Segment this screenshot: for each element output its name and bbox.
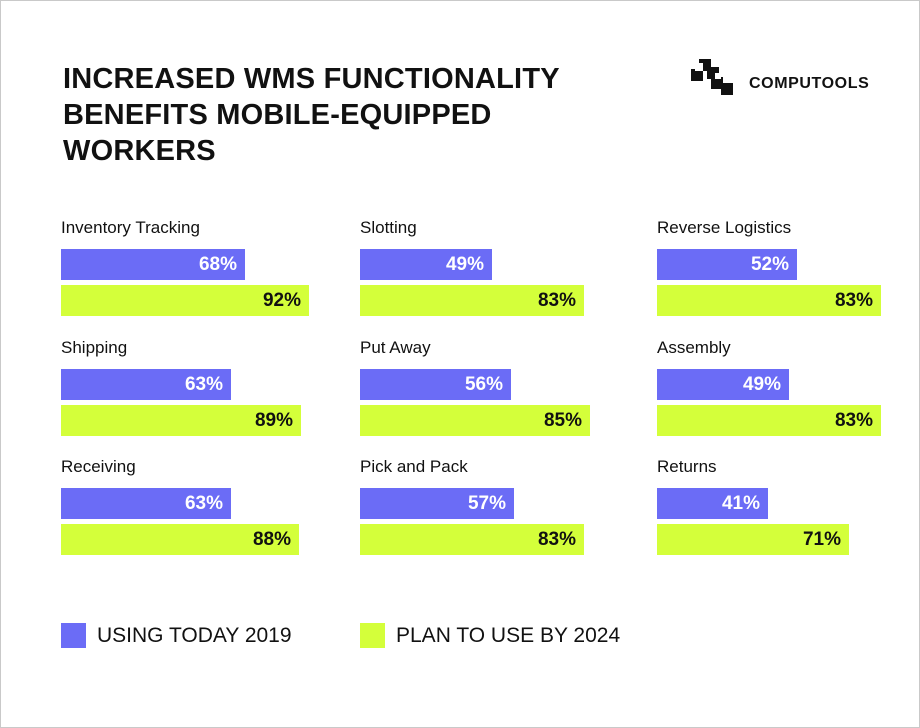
- bar-plan-shipping: 89%: [61, 405, 301, 436]
- bar-plan-receiving: 88%: [61, 524, 299, 555]
- bar-today-inventory-tracking: 68%: [61, 249, 245, 280]
- category-label: Slotting: [360, 218, 417, 237]
- legend-label-today: USING TODAY 2019: [97, 623, 292, 647]
- bar-plan-inventory-tracking: 92%: [61, 285, 309, 316]
- bar-plan-put-away: 85%: [360, 405, 590, 436]
- bar-today-returns: 41%: [657, 488, 768, 519]
- category-label: Shipping: [61, 338, 128, 357]
- category-label: Reverse Logistics: [657, 218, 792, 237]
- category-label: Put Away: [360, 338, 431, 357]
- bar-today-pick-and-pack: 57%: [360, 488, 514, 519]
- bar-today-shipping: 63%: [61, 369, 231, 400]
- bar-plan-returns: 71%: [657, 524, 849, 555]
- legend-swatch-plan: [360, 623, 385, 648]
- bar-plan-slotting: 83%: [360, 285, 584, 316]
- bar-plan-pick-and-pack: 83%: [360, 524, 584, 555]
- computools-logo-icon: [691, 59, 733, 95]
- bar-today-put-away: 56%: [360, 369, 511, 400]
- bar-today-slotting: 49%: [360, 249, 492, 280]
- bar-today-reverse-logistics: 52%: [657, 249, 797, 280]
- legend-item-today: USING TODAY 2019: [61, 623, 292, 648]
- category-label: Receiving: [61, 457, 136, 476]
- bar-plan-assembly: 83%: [657, 405, 881, 436]
- legend-swatch-today: [61, 623, 86, 648]
- brand-logo: COMPUTOOLS: [691, 59, 869, 95]
- category-label: Assembly: [657, 338, 731, 357]
- category-label: Inventory Tracking: [61, 218, 200, 237]
- category-label: Pick and Pack: [360, 457, 468, 476]
- chart-title: INCREASED WMS FUNCTIONALITY BENEFITS MOB…: [63, 63, 560, 167]
- legend-label-plan: PLAN TO USE BY 2024: [396, 623, 621, 647]
- brand-name: COMPUTOOLS: [749, 75, 870, 92]
- bar-plan-reverse-logistics: 83%: [657, 285, 881, 316]
- category-label: Returns: [657, 457, 717, 476]
- legend-item-plan: PLAN TO USE BY 2024: [360, 623, 620, 648]
- bar-today-assembly: 49%: [657, 369, 789, 400]
- bar-today-receiving: 63%: [61, 488, 231, 519]
